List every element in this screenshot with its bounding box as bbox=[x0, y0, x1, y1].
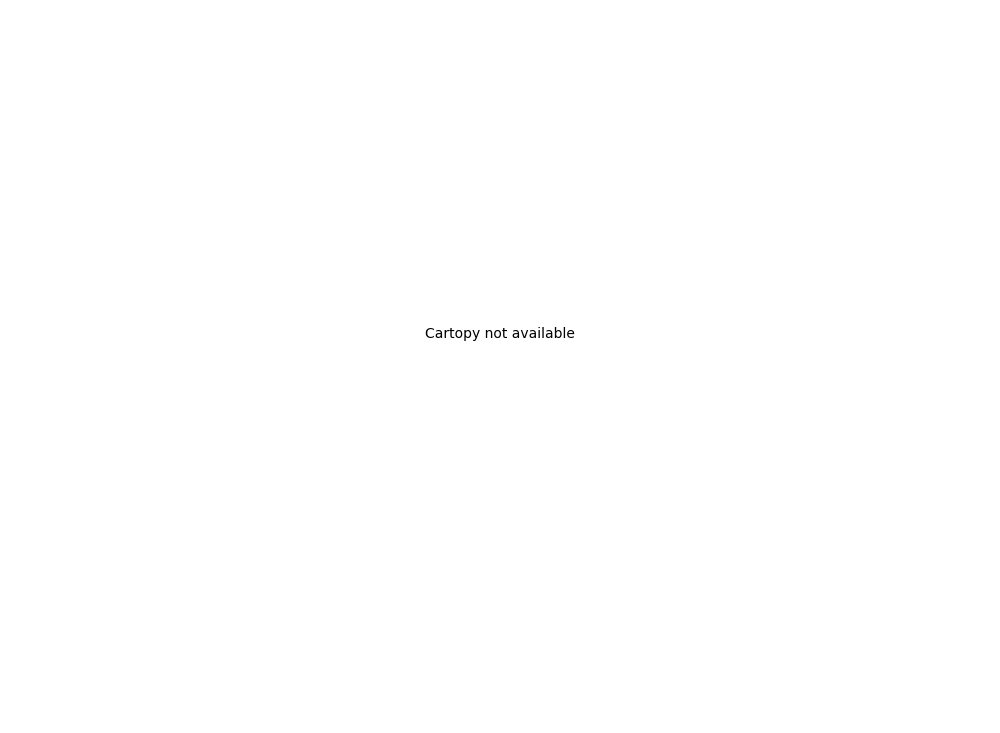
Text: Cartopy not available: Cartopy not available bbox=[425, 326, 575, 341]
